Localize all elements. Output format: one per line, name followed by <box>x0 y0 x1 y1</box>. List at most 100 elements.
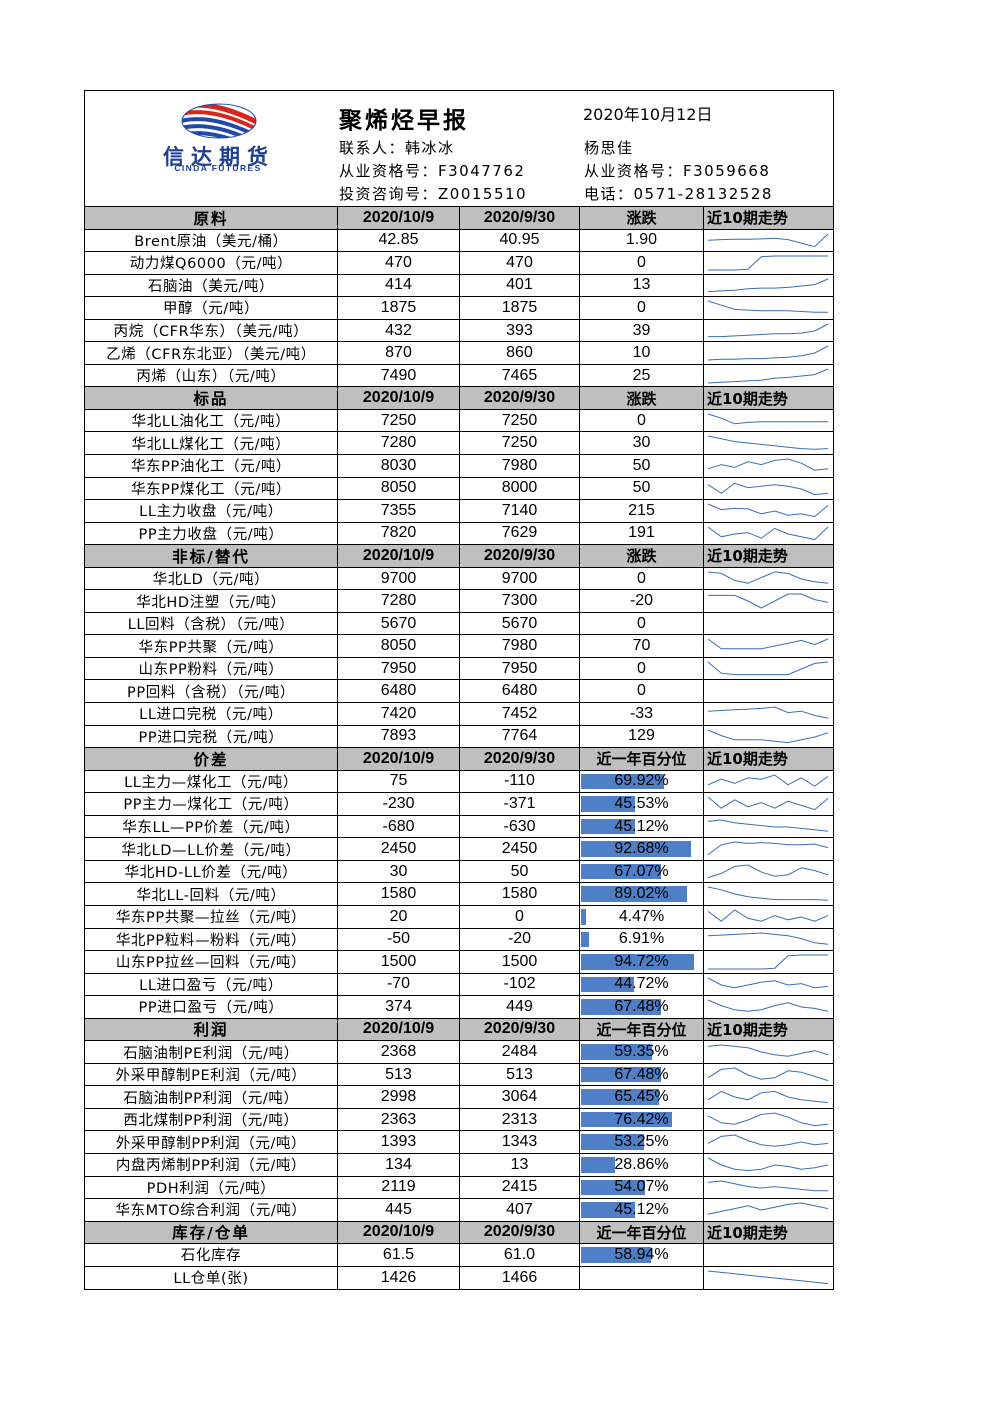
row-label: 华北PP粒料—粉料（元/吨） <box>85 928 338 951</box>
trend-line <box>707 413 828 425</box>
value-previous: 8000 <box>460 477 580 500</box>
value-current: 470 <box>338 252 460 274</box>
data-row: 华东MTO综合利润（元/吨） 445 407 45.12% <box>85 1199 833 1222</box>
value-previous: 860 <box>460 342 580 364</box>
column-header-change: 近一年百分位 <box>580 1018 704 1041</box>
percentile-value: 59.35% <box>614 1043 669 1060</box>
column-header-trend: 近10期走势 <box>707 1223 788 1242</box>
value-current: 7280 <box>338 590 460 612</box>
trend-line <box>707 1270 829 1284</box>
percentile-value: 28.86% <box>614 1155 669 1173</box>
percentile-cell: 94.72% <box>580 951 704 973</box>
value-current: 7490 <box>338 364 460 387</box>
trend-sparkline <box>704 1131 832 1153</box>
trend-line <box>707 774 829 787</box>
row-label: 华东PP油化工（元/吨） <box>85 455 338 477</box>
sparkline-chart <box>707 638 829 650</box>
data-row: 华东PP共聚—拉丝（元/吨） 20 0 4.47% <box>85 905 833 929</box>
column-header-change: 涨跌 <box>580 207 704 229</box>
column-header-current-date: 2020/10/9 <box>338 1221 460 1244</box>
data-row: 华北LL油化工（元/吨） 7250 7250 0 <box>85 409 833 433</box>
percentile-value: 94.72% <box>614 952 669 970</box>
row-label: 华北LD—LL价差（元/吨） <box>85 838 338 860</box>
morning-report: 信达期货 CINDA FUTURES 聚烯烃早报 2020年10月12日 联系人… <box>84 90 834 1291</box>
percentile-bar <box>581 796 636 812</box>
trend-sparkline <box>704 478 832 500</box>
trend-sparkline <box>704 816 832 838</box>
row-label: 石脑油制PP利润（元/吨） <box>85 1086 338 1108</box>
percentile-bar-track <box>581 1202 700 1218</box>
value-current: 7893 <box>338 725 460 748</box>
data-row: LL主力—煤化工（元/吨） 75 -110 69.92% <box>85 770 833 794</box>
value-current: 2998 <box>338 1086 460 1108</box>
row-label: 甲醇（元/吨） <box>85 297 338 319</box>
trend-line <box>707 526 829 540</box>
section-header-row: 利润 2020/10/9 2020/9/30 近一年百分位 近10期走势 <box>85 1018 833 1042</box>
percentile-value: 54.07% <box>614 1178 669 1196</box>
data-row: 山东PP粉料（元/吨） 7950 7950 0 <box>85 657 833 681</box>
percentile-cell: 65.45% <box>580 1086 704 1108</box>
trend-line <box>707 345 829 361</box>
row-label: 石脑油制PE利润（元/吨） <box>85 1041 338 1063</box>
change-value: 129 <box>580 725 704 748</box>
sparkline-chart <box>707 1091 829 1104</box>
data-row: 乙烯（CFR东北亚）（美元/吨） 870 860 10 <box>85 342 833 365</box>
percentile-bar-track <box>581 908 700 925</box>
value-previous: 2415 <box>460 1176 580 1199</box>
value-current: 75 <box>338 770 460 793</box>
percentile-cell: 53.25% <box>580 1131 704 1153</box>
row-label: 石脑油（美元/吨） <box>85 274 338 297</box>
percentile-cell: 67.07% <box>580 860 704 883</box>
data-row: 丙烯（山东）（元/吨） 7490 7465 25 <box>85 364 833 388</box>
percentile-bar-track <box>581 1066 700 1083</box>
trend-sparkline <box>704 838 832 860</box>
contact-right: 杨思佳 <box>584 139 634 157</box>
trend-sparkline <box>704 658 832 680</box>
sparkline-chart <box>707 1180 828 1191</box>
row-label: 石化库存 <box>85 1244 338 1266</box>
sparkline-chart <box>707 482 829 495</box>
trend-sparkline <box>704 680 832 702</box>
trend-line <box>707 638 829 650</box>
data-row: PP主力—煤化工（元/吨） -230 -371 45.53% <box>85 793 833 816</box>
percentile-bar <box>581 931 590 948</box>
trend-line <box>707 999 829 1012</box>
trend-sparkline <box>704 1154 832 1176</box>
trend-sparkline <box>704 432 832 454</box>
value-current: 432 <box>338 319 460 342</box>
trend-sparkline <box>704 974 832 996</box>
percentile-bar <box>581 1202 635 1218</box>
value-previous: 7629 <box>460 522 580 545</box>
data-row: 外采甲醇制PP利润（元/吨） 1393 1343 53.25% <box>85 1131 833 1154</box>
percentile-bar-track <box>581 1044 700 1060</box>
value-current: 2368 <box>338 1041 460 1063</box>
trend-sparkline <box>704 996 832 1018</box>
trend-line <box>707 368 829 384</box>
data-row: 华北LL煤化工（元/吨） 7280 7250 30 <box>85 432 833 456</box>
trend-sparkline <box>704 1244 832 1266</box>
value-previous: 0 <box>460 905 580 928</box>
percentile-bar <box>581 1156 616 1173</box>
change-value: 0 <box>580 657 704 680</box>
trend-line <box>707 796 829 811</box>
percentile-bar-track <box>581 1179 700 1196</box>
percentile-bar-track <box>581 818 700 835</box>
row-label: PDH利润（元/吨） <box>85 1176 338 1199</box>
column-header-previous-date: 2020/9/30 <box>460 545 580 567</box>
value-current: 30 <box>338 860 460 883</box>
change-value: 215 <box>580 500 704 522</box>
trend-sparkline <box>704 771 832 793</box>
trend-sparkline <box>704 951 832 973</box>
percentile-bar-track <box>581 1111 700 1128</box>
value-current: 2450 <box>338 838 460 860</box>
row-label: LL回料（含税）（元/吨） <box>85 612 338 635</box>
percentile-cell: 45.53% <box>580 793 704 815</box>
data-row: PP回料（含税）（元/吨） 6480 6480 0 <box>85 680 833 704</box>
trend-sparkline <box>704 703 832 725</box>
value-previous: 1580 <box>460 883 580 905</box>
row-label: 外采甲醇制PP利润（元/吨） <box>85 1131 338 1153</box>
sparkline-chart <box>708 593 829 609</box>
sparkline-chart <box>707 819 829 832</box>
percentile-bar-track <box>581 886 700 902</box>
sparkline-chart <box>707 1112 829 1126</box>
